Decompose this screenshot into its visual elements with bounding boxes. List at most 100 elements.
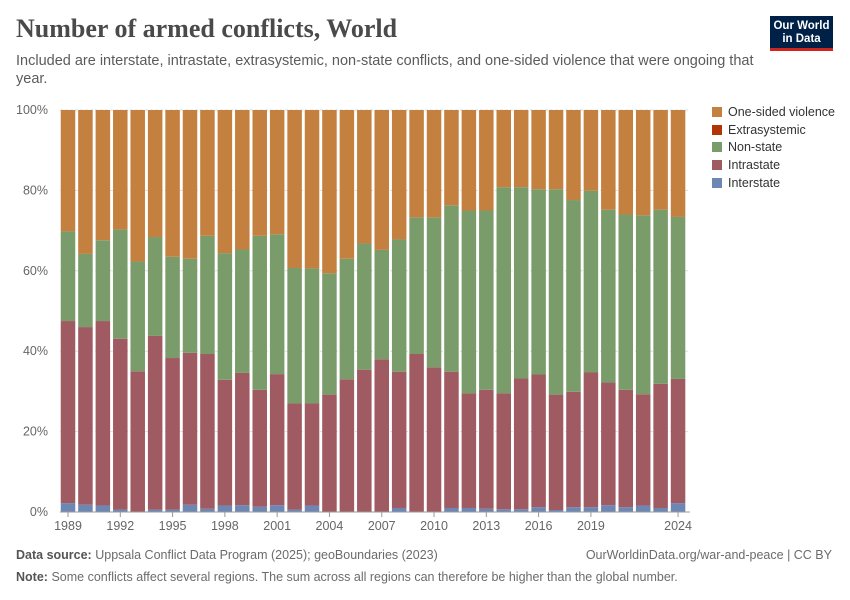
bar-segment-non-state[interactable] [479, 210, 494, 390]
bar-segment-non-state[interactable] [95, 240, 111, 322]
bar-segment-one-sided-violence[interactable] [95, 110, 111, 241]
bar-segment-one-sided-violence[interactable] [496, 110, 512, 188]
bar-segment-one-sided-violence[interactable] [635, 110, 651, 216]
bar-segment-intrastate[interactable] [391, 371, 407, 508]
bar-segment-non-state[interactable] [566, 200, 581, 392]
bar-segment-intrastate[interactable] [200, 354, 215, 509]
legend-item[interactable]: One-sided violence [712, 103, 835, 121]
bar-segment-interstate[interactable] [113, 509, 128, 512]
bar-segment-intrastate[interactable] [304, 403, 320, 506]
bar-segment-one-sided-violence[interactable] [287, 110, 302, 268]
bar-segment-intrastate[interactable] [252, 389, 267, 507]
bar-segment-non-state[interactable] [269, 234, 285, 375]
bar-segment-non-state[interactable] [60, 231, 76, 322]
bar-segment-interstate[interactable] [583, 507, 599, 512]
bar-segment-non-state[interactable] [252, 235, 267, 390]
legend-item[interactable]: Non-state [712, 139, 835, 157]
bar-segment-intrastate[interactable] [583, 372, 599, 508]
bar-segment-one-sided-violence[interactable] [426, 110, 442, 218]
bar-segment-non-state[interactable] [653, 209, 668, 384]
bar-segment-intrastate[interactable] [269, 374, 285, 506]
bar-segment-one-sided-violence[interactable] [200, 110, 215, 236]
bar-segment-intrastate[interactable] [217, 379, 233, 506]
bar-segment-interstate[interactable] [147, 509, 163, 512]
bar-segment-one-sided-violence[interactable] [374, 110, 389, 250]
bar-segment-interstate[interactable] [496, 509, 512, 512]
bar-segment-intrastate[interactable] [339, 379, 355, 512]
bar-segment-intrastate[interactable] [618, 389, 634, 508]
bar-segment-one-sided-violence[interactable] [444, 110, 459, 206]
bar-segment-intrastate[interactable] [479, 389, 494, 509]
bar-segment-non-state[interactable] [426, 217, 442, 368]
bar-segment-one-sided-violence[interactable] [235, 110, 250, 250]
bar-segment-interstate[interactable] [200, 508, 215, 512]
bar-segment-non-state[interactable] [461, 210, 477, 394]
bar-segment-one-sided-violence[interactable] [252, 110, 267, 236]
bar-segment-one-sided-violence[interactable] [130, 110, 145, 262]
bar-segment-interstate[interactable] [391, 507, 407, 512]
bar-segment-interstate[interactable] [531, 507, 546, 512]
bar-segment-intrastate[interactable] [287, 403, 302, 510]
bar-segment-non-state[interactable] [531, 189, 546, 375]
bar-segment-interstate[interactable] [653, 507, 668, 512]
bar-segment-one-sided-violence[interactable] [566, 110, 581, 201]
owid-logo[interactable]: Our World in Data [770, 16, 833, 51]
bar-segment-intrastate[interactable] [531, 374, 546, 508]
bar-segment-non-state[interactable] [287, 267, 302, 404]
bar-segment-one-sided-violence[interactable] [670, 110, 686, 217]
bar-segment-intrastate[interactable] [653, 383, 668, 508]
bar-segment-one-sided-violence[interactable] [653, 110, 668, 210]
bar-segment-one-sided-violence[interactable] [60, 110, 76, 232]
bar-segment-interstate[interactable] [95, 505, 111, 512]
bar-segment-interstate[interactable] [287, 509, 302, 512]
bar-segment-one-sided-violence[interactable] [357, 110, 372, 244]
bar-segment-non-state[interactable] [374, 249, 389, 360]
bar-segment-intrastate[interactable] [409, 354, 424, 512]
bar-segment-interstate[interactable] [235, 505, 250, 512]
bar-segment-one-sided-violence[interactable] [391, 110, 407, 240]
bar-segment-one-sided-violence[interactable] [583, 110, 599, 191]
bar-segment-interstate[interactable] [444, 507, 459, 512]
bar-segment-intrastate[interactable] [147, 335, 163, 510]
bar-segment-non-state[interactable] [444, 205, 459, 372]
bar-segment-non-state[interactable] [670, 216, 686, 379]
bar-segment-intrastate[interactable] [374, 359, 389, 512]
bar-segment-intrastate[interactable] [670, 378, 686, 504]
bar-segment-one-sided-violence[interactable] [601, 110, 616, 210]
bar-segment-intrastate[interactable] [182, 352, 198, 505]
bar-segment-interstate[interactable] [566, 507, 581, 512]
bar-segment-intrastate[interactable] [635, 394, 651, 506]
bar-segment-non-state[interactable] [601, 209, 616, 383]
source-url-link[interactable]: OurWorldinData.org/war-and-peace | CC BY [585, 548, 832, 562]
bar-segment-intrastate[interactable] [78, 327, 93, 505]
bar-segment-one-sided-violence[interactable] [269, 110, 285, 235]
bar-segment-one-sided-violence[interactable] [78, 110, 93, 254]
bar-segment-non-state[interactable] [391, 239, 407, 372]
bar-segment-one-sided-violence[interactable] [461, 110, 477, 211]
bar-segment-interstate[interactable] [618, 507, 634, 512]
bar-segment-non-state[interactable] [357, 243, 372, 370]
bar-segment-interstate[interactable] [304, 505, 320, 512]
bar-segment-intrastate[interactable] [496, 393, 512, 510]
bar-segment-non-state[interactable] [496, 187, 512, 394]
bar-segment-non-state[interactable] [618, 214, 634, 390]
legend-item[interactable]: Intrastate [712, 156, 835, 174]
bar-segment-non-state[interactable] [130, 261, 145, 372]
bar-segment-interstate[interactable] [479, 508, 494, 512]
bar-segment-intrastate[interactable] [113, 338, 128, 510]
bar-segment-intrastate[interactable] [165, 358, 180, 510]
bar-segment-one-sided-violence[interactable] [531, 110, 546, 190]
bar-segment-one-sided-violence[interactable] [479, 110, 494, 211]
bar-segment-intrastate[interactable] [513, 378, 529, 510]
bar-segment-interstate[interactable] [165, 509, 180, 512]
bar-segment-one-sided-violence[interactable] [304, 110, 320, 269]
bar-segment-intrastate[interactable] [357, 369, 372, 512]
bar-segment-interstate[interactable] [548, 509, 564, 512]
bar-segment-one-sided-violence[interactable] [165, 110, 180, 257]
bar-segment-interstate[interactable] [78, 504, 93, 512]
bar-segment-interstate[interactable] [182, 504, 198, 512]
bar-segment-one-sided-violence[interactable] [182, 110, 198, 259]
bar-segment-intrastate[interactable] [426, 367, 442, 512]
bar-segment-non-state[interactable] [583, 190, 599, 373]
bar-segment-one-sided-violence[interactable] [113, 110, 128, 230]
